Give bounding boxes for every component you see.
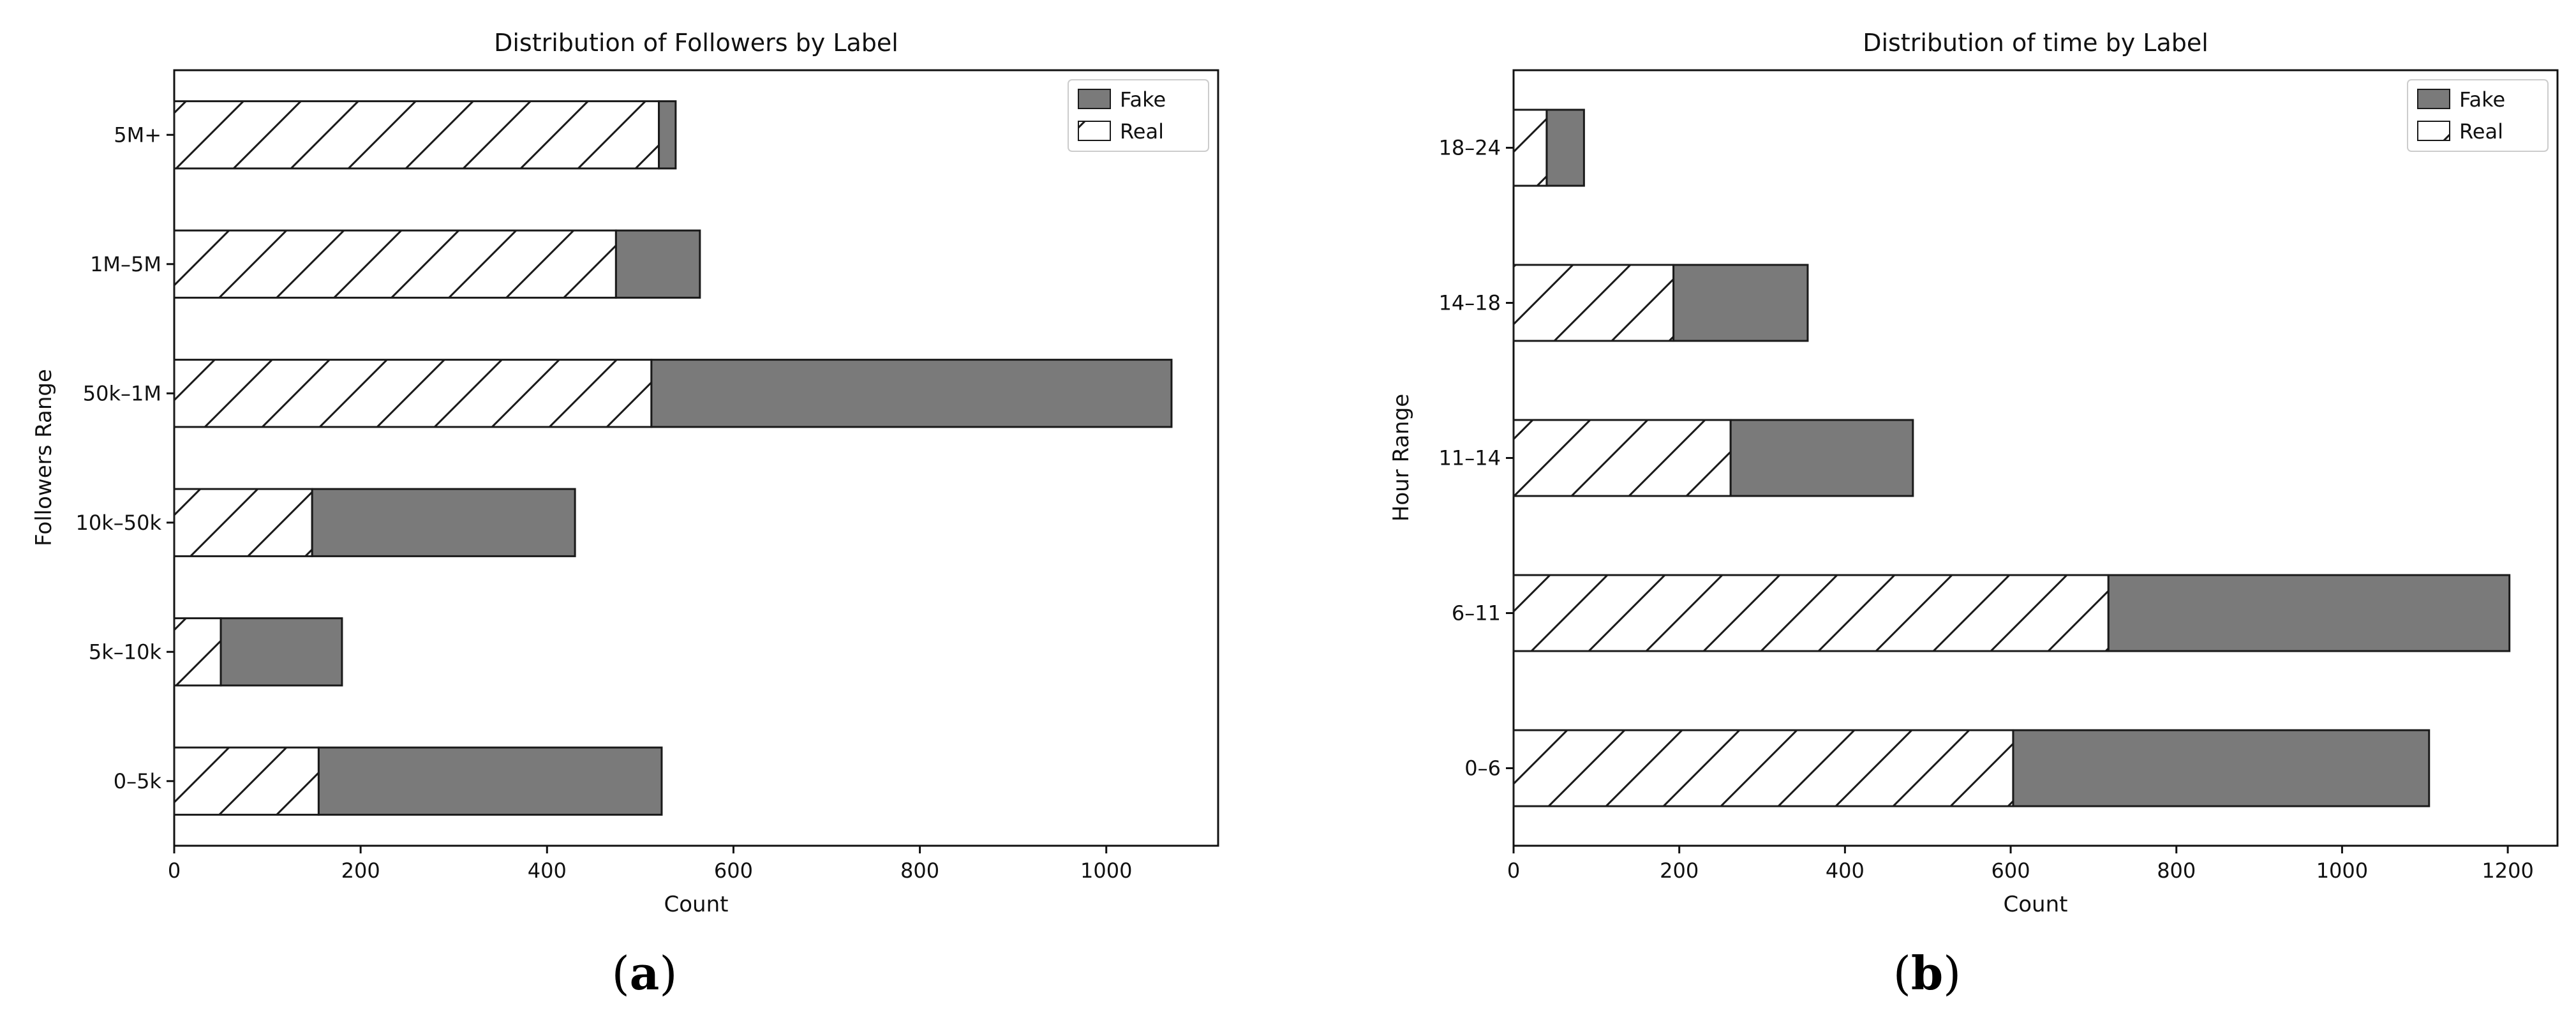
- x-tick-labels: 0 200 400 600 800 1000: [168, 846, 1132, 883]
- caption-letter: a: [630, 946, 660, 1000]
- bar-fake: [2107, 574, 2511, 652]
- y-tick-label: 5k–10k: [89, 640, 162, 664]
- y-tick-labels: 0–6 6–11 11–14 14–18 18–24: [1439, 136, 1514, 781]
- bar-real: [173, 617, 222, 687]
- subfigure-caption-b: (b): [1893, 946, 1962, 1000]
- x-tick-label: 1200: [2482, 859, 2533, 883]
- time-chart: Distribution of time by Label 0–6 6–11 11–…: [1389, 29, 2559, 917]
- legend: Fake Real: [1068, 79, 1209, 152]
- bar-fake: [1729, 419, 1914, 497]
- y-axis-label: Hour Range: [1389, 394, 1414, 521]
- y-tick-label: 50k–1M: [83, 381, 161, 405]
- legend-swatch-fake: [1078, 89, 1111, 109]
- bar-real: [1512, 109, 1548, 187]
- legend-label-real: Real: [2459, 119, 2503, 144]
- y-tick-label: 0–5k: [114, 769, 162, 793]
- x-tick-label: 600: [714, 859, 753, 883]
- bar-fake: [614, 229, 701, 299]
- bar-real: [1512, 729, 2014, 807]
- x-tick-label: 0: [168, 859, 181, 883]
- x-tick-label: 1000: [1080, 859, 1132, 883]
- y-tick-label: 1M–5M: [90, 252, 161, 276]
- bar-fake: [658, 100, 677, 170]
- bar-fake: [311, 488, 576, 557]
- caption-open: (: [612, 947, 630, 1000]
- y-tick-label: 6–11: [1452, 601, 1501, 626]
- bar-group: [173, 100, 1173, 816]
- subfigure-caption-a: (a): [612, 946, 678, 1000]
- caption-open: (: [1893, 947, 1911, 1000]
- chart-title: Distribution of Followers by Label: [494, 29, 898, 57]
- followers-chart: Distribution of Followers by Label 0–5k 5…: [31, 29, 1219, 917]
- x-tick-label: 0: [1507, 859, 1520, 883]
- bar-fake: [1545, 109, 1585, 187]
- bar-fake: [220, 617, 343, 687]
- bar-fake: [317, 746, 663, 816]
- legend-swatch-real: [1078, 121, 1111, 141]
- bar-fake: [2012, 729, 2431, 807]
- x-tick-label: 800: [900, 859, 939, 883]
- bar-fake: [650, 359, 1173, 428]
- y-tick-labels: 0–5k 5k–10k 10k–50k 50k–1M 1M–5M 5M+: [76, 123, 174, 793]
- x-tick-labels: 0 200 400 600 800 1000 1200: [1507, 846, 2534, 883]
- bar-real: [1512, 574, 2110, 652]
- x-tick-label: 600: [1992, 859, 2030, 883]
- bar-fake: [1672, 264, 1809, 342]
- legend-swatch-fake: [2417, 89, 2450, 109]
- bar-real: [173, 488, 313, 557]
- bar-real: [1512, 419, 1732, 497]
- y-tick-label: 5M+: [114, 123, 161, 147]
- bar-real: [173, 100, 660, 170]
- bar-real: [173, 229, 617, 299]
- bar-real: [173, 746, 320, 816]
- legend-label-fake: Fake: [2459, 87, 2505, 112]
- x-tick-label: 400: [528, 859, 567, 883]
- legend-label-real: Real: [1120, 119, 1164, 144]
- legend-label-fake: Fake: [1120, 87, 1166, 112]
- x-axis-label: Count: [664, 892, 729, 917]
- y-tick-label: 10k–50k: [76, 511, 162, 535]
- legend-swatch-real: [2417, 121, 2450, 141]
- chart-title: Distribution of time by Label: [1863, 29, 2208, 57]
- bar-real: [1512, 264, 1675, 342]
- x-tick-label: 1000: [2316, 859, 2368, 883]
- x-tick-label: 200: [341, 859, 380, 883]
- legend: Fake Real: [2407, 79, 2549, 152]
- plot-frame: [173, 69, 1219, 847]
- x-tick-label: 800: [2157, 859, 2196, 883]
- bar-real: [173, 359, 653, 428]
- y-tick-label: 14–18: [1439, 291, 1501, 315]
- caption-letter: b: [1911, 946, 1943, 1000]
- bar-group: [1512, 109, 2511, 807]
- caption-close: ): [1943, 947, 1961, 1000]
- x-tick-label: 200: [1660, 859, 1699, 883]
- y-tick-label: 18–24: [1439, 136, 1501, 160]
- x-axis-label: Count: [2004, 892, 2068, 917]
- caption-close: ): [659, 947, 677, 1000]
- y-axis-label: Followers Range: [31, 369, 57, 546]
- y-tick-label: 11–14: [1439, 446, 1501, 470]
- y-tick-label: 0–6: [1464, 756, 1501, 781]
- x-tick-label: 400: [1826, 859, 1865, 883]
